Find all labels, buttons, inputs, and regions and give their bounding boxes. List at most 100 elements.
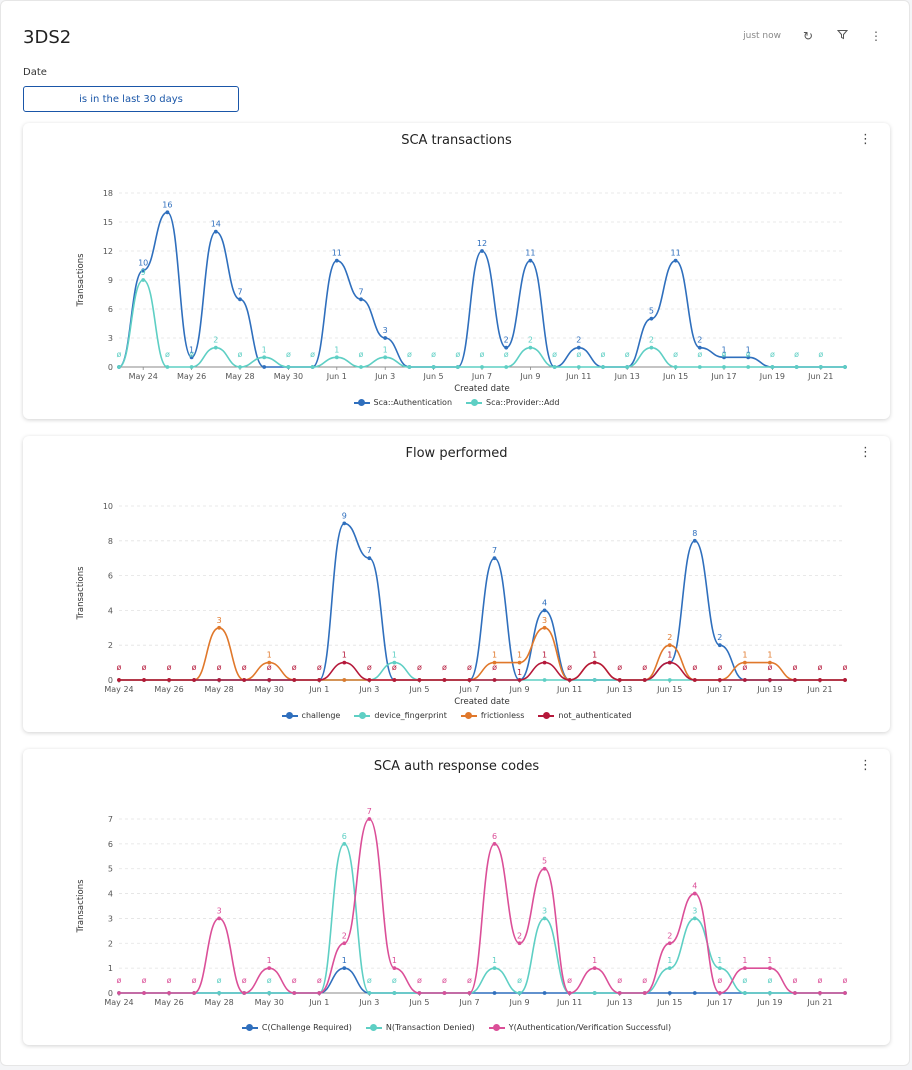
data-label: 11: [525, 249, 535, 258]
data-point: [238, 365, 242, 369]
data-label: ø: [843, 976, 848, 985]
data-point: [528, 345, 533, 350]
legend-swatch: [460, 712, 477, 720]
x-tick-label: May 24: [104, 685, 133, 694]
data-label: 2: [717, 633, 722, 642]
data-point: [667, 643, 672, 648]
date-filter-button[interactable]: is in the last 30 days: [23, 86, 239, 112]
legend-item[interactable]: frictionless: [460, 711, 524, 720]
y-tick-label: 7: [108, 815, 113, 824]
data-label: ø: [818, 350, 823, 359]
data-label: ø: [292, 976, 297, 985]
legend-item[interactable]: device_fingerprint: [354, 711, 447, 720]
x-tick-label: Jun 7: [458, 998, 479, 1007]
y-tick-label: 4: [108, 606, 113, 615]
legend-item[interactable]: Sca::Authentication: [353, 398, 453, 407]
legend-label: Sca::Authentication: [373, 398, 453, 407]
chart-legend: Sca::Authentication Sca::Provider::Add: [23, 398, 890, 407]
data-point: [392, 660, 397, 665]
data-point: [262, 365, 267, 369]
data-label: 3: [217, 906, 222, 915]
legend-label: Sca::Provider::Add: [486, 398, 560, 407]
legend-item[interactable]: not_authenticated: [538, 711, 631, 720]
data-label: ø: [818, 976, 823, 985]
chart-legend: C(Challenge Required) N(Transaction Denie…: [23, 1023, 890, 1032]
x-tick-label: May 24: [129, 372, 158, 381]
data-point: [342, 521, 347, 526]
legend-label: Y(Authentication/Verification Successful…: [508, 1023, 672, 1032]
x-tick-label: Jun 15: [656, 998, 682, 1007]
data-label: 8: [692, 529, 697, 538]
data-label: 6: [342, 832, 347, 841]
legend-item[interactable]: N(Transaction Denied): [365, 1023, 475, 1032]
x-tick-label: Jun 9: [508, 685, 529, 694]
chart-card-0: SCA transactions ⋮ 0 3 6 9 12 15 18 May 24 May 2…: [23, 123, 890, 419]
data-label: ø: [617, 663, 622, 672]
legend-item[interactable]: Y(Authentication/Verification Successful…: [488, 1023, 672, 1032]
data-label: 1: [492, 651, 497, 660]
x-tick-label: Jun 13: [606, 685, 632, 694]
chart-card-2: SCA auth response codes ⋮ 0 1 2 3 4 5 6 7 May 24…: [23, 749, 890, 1045]
data-label: ø: [192, 663, 197, 672]
data-point: [267, 966, 272, 971]
data-point: [359, 297, 363, 302]
legend-item[interactable]: challenge: [281, 711, 340, 720]
data-label: ø: [517, 976, 522, 985]
legend-item[interactable]: C(Challenge Required): [241, 1023, 352, 1032]
more-vertical-icon[interactable]: ⋮: [870, 29, 882, 43]
data-point: [367, 817, 372, 821]
data-label: 1: [517, 651, 522, 660]
data-point: [542, 678, 547, 682]
data-label: ø: [242, 976, 247, 985]
legend-swatch: [365, 1024, 382, 1032]
data-label: ø: [742, 976, 747, 985]
data-label: ø: [617, 976, 622, 985]
data-point: [342, 841, 347, 846]
data-point: [367, 556, 372, 561]
data-point: [642, 678, 647, 682]
data-label: 1: [383, 345, 388, 354]
legend-item[interactable]: Sca::Provider::Add: [466, 398, 559, 407]
data-label: 1: [334, 345, 339, 354]
data-label: 16: [162, 200, 172, 209]
chart-title: SCA transactions: [401, 133, 512, 148]
data-point: [165, 365, 170, 369]
x-tick-label: Jun 5: [408, 998, 429, 1007]
filter-icon[interactable]: [835, 29, 849, 43]
refresh-icon[interactable]: ↻: [802, 29, 814, 43]
card-menu-icon[interactable]: ⋮: [859, 445, 872, 460]
legend-swatch: [354, 712, 371, 720]
card-menu-icon[interactable]: ⋮: [859, 758, 872, 773]
x-tick-label: Jun 11: [556, 998, 582, 1007]
data-label: 1: [262, 345, 267, 354]
data-point: [286, 365, 291, 369]
data-point: [492, 991, 497, 995]
data-point: [649, 345, 654, 350]
data-point: [667, 660, 672, 665]
data-label: ø: [217, 976, 222, 985]
data-point: [542, 991, 547, 995]
data-point: [238, 297, 242, 302]
y-axis-title: Transactions: [76, 253, 86, 308]
data-point: [717, 991, 722, 995]
data-label: ø: [792, 976, 797, 985]
data-point: [746, 365, 751, 369]
data-label: ø: [317, 976, 322, 985]
x-tick-label: Jun 13: [606, 998, 632, 1007]
data-point: [592, 678, 597, 682]
y-tick-label: 6: [108, 305, 113, 314]
data-point: [770, 365, 775, 369]
card-menu-icon[interactable]: ⋮: [859, 132, 872, 147]
data-label: ø: [392, 976, 397, 985]
data-point: [692, 916, 697, 921]
data-point: [567, 991, 572, 995]
data-label: 1: [342, 651, 347, 660]
y-tick-label: 6: [108, 572, 113, 581]
data-label: 1: [189, 345, 194, 354]
data-label: 1: [392, 651, 397, 660]
data-point: [818, 365, 823, 369]
x-tick-label: Jun 7: [471, 372, 492, 381]
chart-card-1: Flow performed ⋮ 0 2 4 6 8 10 May 24 May 26 May …: [23, 436, 890, 732]
data-label: ø: [165, 350, 170, 359]
data-label: ø: [717, 663, 722, 672]
